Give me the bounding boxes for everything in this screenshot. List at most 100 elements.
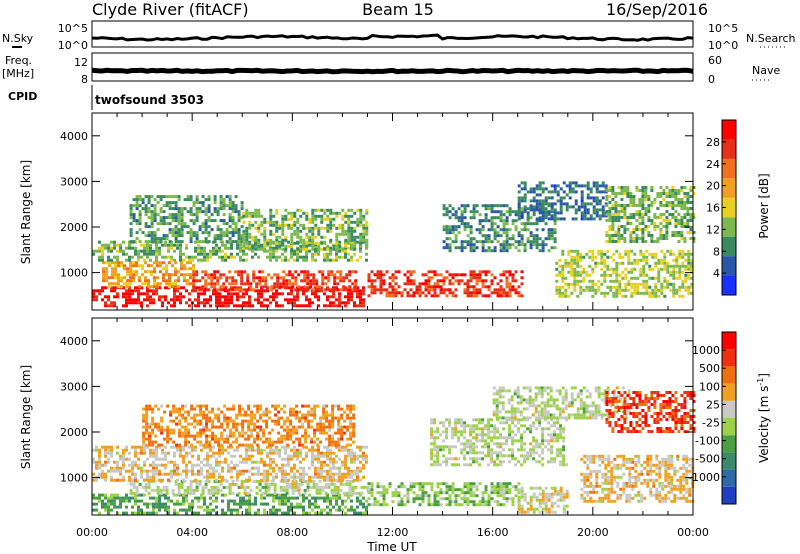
echo-cell [201,201,205,205]
echo-cell [178,443,182,447]
echo-cell [391,291,395,295]
echo-cell [262,410,266,414]
echo-cell [114,261,117,265]
echo-cell [672,273,676,277]
echo-cell [237,288,241,292]
echo-cell [147,264,150,268]
echo-cell [214,416,218,420]
echo-cell [356,217,360,221]
echo-cell [193,425,197,429]
echo-cell [514,270,518,274]
echo-cell [672,294,676,298]
echo-cell [189,228,193,232]
echo-cell [192,282,196,286]
echo-cell [671,189,675,192]
echo-cell [514,279,518,283]
echo-cell [213,282,217,286]
echo-cell [517,190,521,194]
echo-cell [263,508,266,512]
echo-cell [496,210,500,214]
echo-cell [324,482,328,486]
echo-cell [608,189,612,192]
echo-cell [681,270,685,274]
echo-cell [586,193,590,197]
echo-cell [236,508,239,512]
echo-cell [98,289,101,293]
echo-cell [152,301,155,305]
echo-cell [632,204,636,207]
echo-cell [287,496,290,500]
echo-cell [292,410,296,414]
echo-cell [595,199,599,203]
echo-cell [353,220,357,224]
echo-cell [137,249,140,253]
echo-cell [311,457,314,461]
echo-cell [493,210,497,214]
echo-cell [201,488,205,492]
echo-cell [277,431,281,435]
echo-cell [242,469,245,473]
echo-cell [311,229,315,233]
echo-cell [195,231,199,235]
echo-cell [197,301,200,305]
echo-cell [323,241,327,245]
echo-cell [110,246,113,250]
echo-cell [151,416,155,420]
echo-cell [140,301,143,305]
echo-cell [433,285,437,289]
echo-cell [249,282,253,286]
echo-cell [317,247,321,251]
echo-cell [260,496,263,500]
echo-cell [299,505,302,509]
echo-cell [131,292,134,296]
echo-cell [442,225,446,229]
echo-cell [206,454,209,458]
echo-cell [350,240,353,244]
echo-cell [198,240,202,244]
echo-cell [442,276,446,280]
echo-cell [110,508,113,512]
echo-cell [167,460,170,464]
echo-cell [150,216,154,220]
echo-cell [104,454,107,458]
echo-cell [272,295,275,299]
echo-cell [484,240,488,244]
echo-cell [208,440,212,444]
echo-cell [307,410,311,414]
echo-cell [687,255,691,259]
echo-cell [215,304,218,308]
echo-cell [541,228,545,232]
echo-cell [523,181,527,185]
echo-cell [192,488,196,492]
echo-cell [250,431,254,435]
echo-cell [354,491,358,495]
echo-cell [284,463,287,467]
echo-cell [332,505,335,509]
echo-cell [329,217,333,221]
echo-cell [523,184,527,188]
echo-cell [362,463,365,467]
echo-cell [101,469,104,473]
echo-cell [222,201,226,205]
echo-cell [241,425,245,429]
echo-cell [614,219,618,222]
echo-cell [653,213,657,216]
echo-cell [165,195,169,199]
echo-cell [589,190,593,194]
echo-cell [505,240,509,244]
echo-cell [424,294,428,298]
echo-cell [162,267,165,271]
echo-cell [155,252,158,256]
echo-cell [324,282,328,286]
echo-cell [268,443,272,447]
echo-cell [308,229,312,233]
echo-cell [532,240,536,244]
echo-cell [285,491,289,495]
echo-cell [92,508,95,512]
echo-cell [623,228,627,231]
echo-cell [508,210,512,214]
echo-cell [329,460,332,464]
echo-cell [199,407,203,411]
echo-cell [463,240,467,244]
echo-cell [191,258,194,262]
